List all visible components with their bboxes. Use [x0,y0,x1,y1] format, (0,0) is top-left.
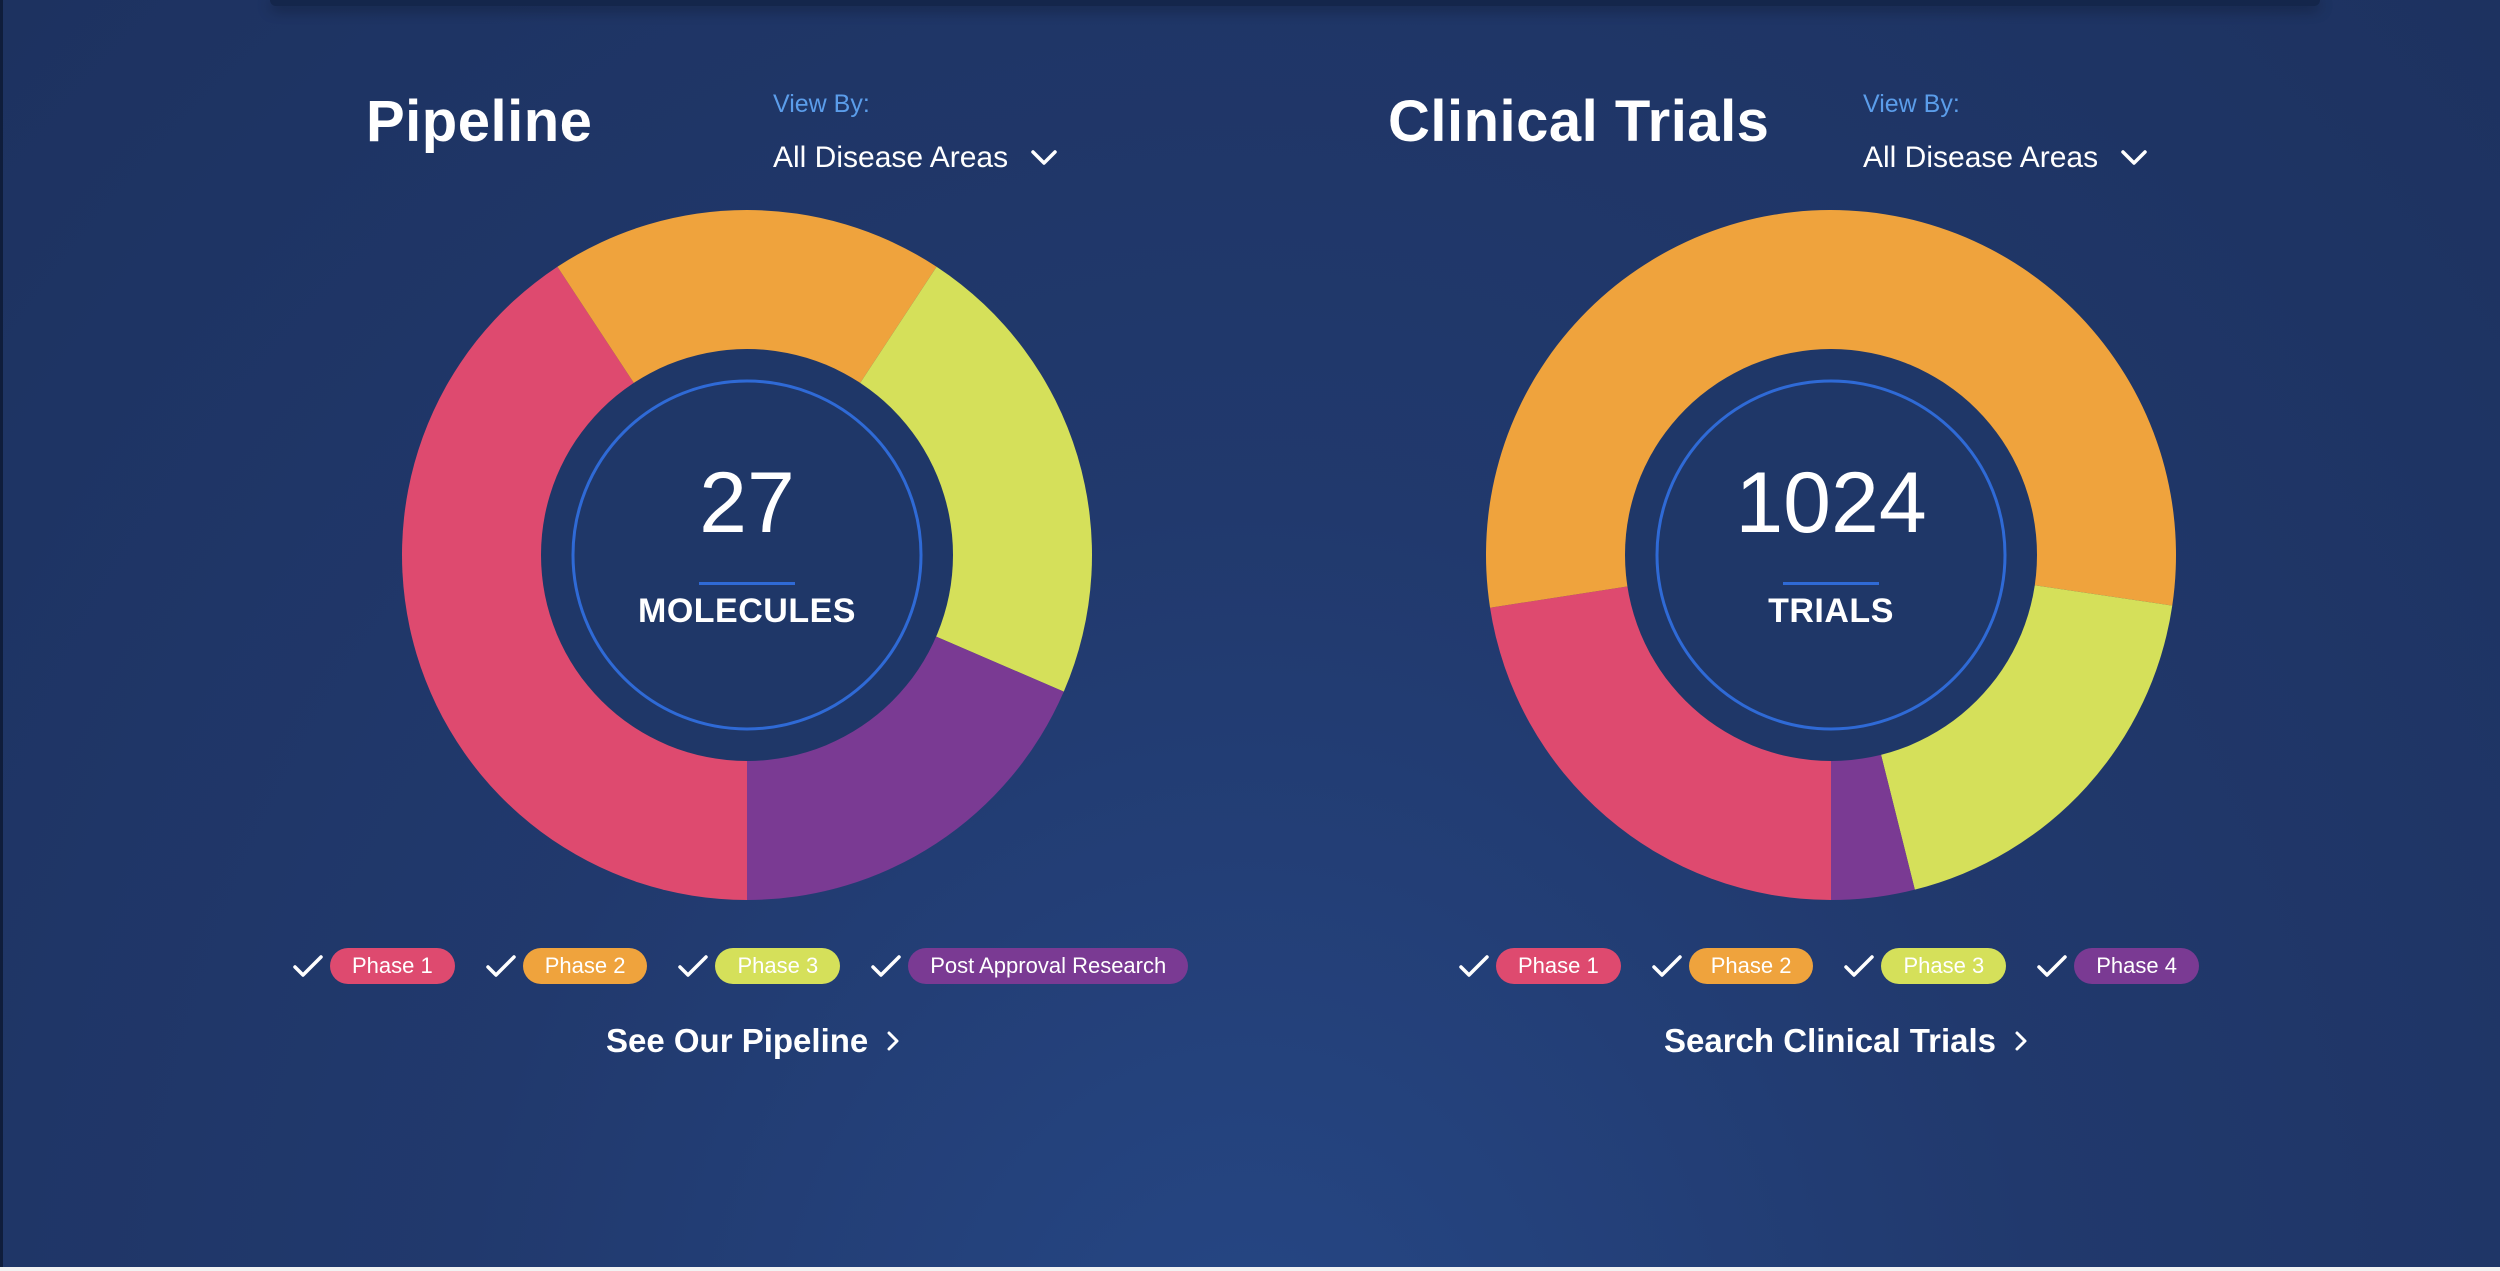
checkmark-icon [678,955,709,977]
phase-2-pill: Phase 2 [522,948,648,984]
phase-3-pill: Phase 3 [715,948,841,984]
pipeline-center-divider [699,582,795,585]
search-clinical-trials-label: Search Clinical Trials [1664,1022,1996,1059]
clinical-trials-title: Clinical Trials [1388,89,1770,154]
window-frame-bottom [0,1267,2500,1271]
trials-disease-area-value: All Disease Areas [1863,141,2099,174]
phase-4-pill: Phase 4 [2074,948,2199,984]
chevron-right-icon [887,1031,899,1051]
pipeline-inner-ring [571,379,923,731]
clinical-trials-panel: Clinical Trials View By: All Disease Are… [1250,0,2500,1271]
checkmark-icon [485,955,516,977]
pipeline-legend: Phase 1 Phase 2 Phase 3 Post Approval Re… [292,948,1189,984]
trials-view-by: View By: All Disease Areas [1863,90,2148,175]
checkmark-icon [1651,955,1682,977]
chevron-right-icon [2015,1031,2027,1051]
trials-center-divider [1783,582,1879,585]
pipeline-legend-phase-1[interactable]: Phase 1 [292,948,455,984]
phase-1-pill: Phase 1 [330,948,455,984]
checkmark-icon [1459,955,1489,977]
trials-legend-phase-1[interactable]: Phase 1 [1458,948,1621,984]
pipeline-donut-chart [401,209,1092,900]
see-our-pipeline-link[interactable]: See Our Pipeline [606,1022,900,1060]
phase-3-pill: Phase 3 [1881,948,2007,984]
pipeline-view-by-label: View By: [773,90,870,118]
pipeline-donut-hole [541,349,953,761]
pipeline-view-by: View By: All Disease Areas [773,90,1058,175]
trials-count: 1024 [1735,455,1927,551]
pipeline-legend-phase-3[interactable]: Phase 3 [677,948,841,984]
chevron-down-icon [1031,150,1057,165]
trials-view-by-label: View By: [1863,90,1960,118]
pipeline-disease-area-dropdown[interactable]: All Disease Areas [773,141,1058,175]
pipeline-panel: Pipeline View By: All Disease Areas 27 M… [292,89,1189,1060]
see-our-pipeline-label: See Our Pipeline [606,1022,869,1059]
trials-disease-area-dropdown[interactable]: All Disease Areas [1863,141,2148,175]
post-approval-research-pill: Post Approval Research [908,948,1189,984]
pipeline-legend-post-approval[interactable]: Post Approval Research [870,948,1189,984]
chevron-down-icon [2121,150,2147,165]
pipeline-legend-phase-2[interactable]: Phase 2 [485,948,648,984]
checkmark-icon [293,955,323,977]
phase-2-pill: Phase 2 [1688,948,1814,984]
trials-unit-label: TRIALS [1768,592,1894,630]
checkmark-icon [1844,955,1875,977]
window-frame-left [0,0,3,1271]
trials-legend-phase-3[interactable]: Phase 3 [1843,948,2007,984]
trials-donut-hole [1625,349,2037,761]
pipeline-title: Pipeline [366,89,593,154]
search-clinical-trials-link[interactable]: Search Clinical Trials [1664,1022,2028,1060]
trials-inner-ring [1655,379,2007,731]
top-header-shadow [270,0,2320,6]
trials-donut-chart [1486,210,2176,900]
phase-1-pill: Phase 1 [1496,948,1621,984]
trials-legend-phase-4[interactable]: Phase 4 [2036,948,2199,984]
pipeline-disease-area-value: All Disease Areas [773,141,1009,174]
checkmark-icon [871,955,901,977]
trials-legend-phase-2[interactable]: Phase 2 [1651,948,1814,984]
pipeline-molecule-count: 27 [699,455,795,551]
pipeline-unit-label: MOLECULES [638,592,856,630]
checkmark-icon [2037,955,2067,977]
trials-legend: Phase 1 Phase 2 Phase 3 Phase 4 [1458,948,2199,984]
